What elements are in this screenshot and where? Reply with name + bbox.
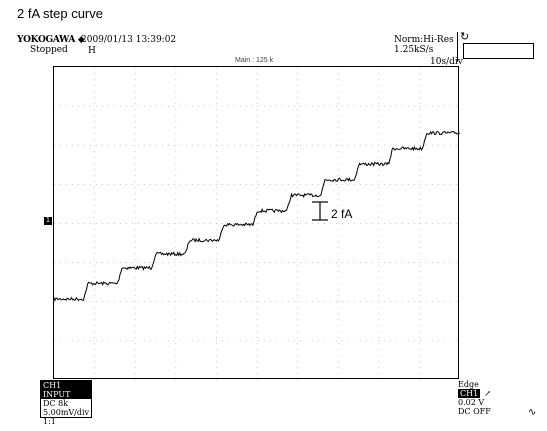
timestamp: 2009/01/13 13:39:02	[81, 35, 177, 45]
step-annotation-label: 2 fA	[331, 207, 352, 221]
trigger-type: Edge	[458, 380, 479, 389]
run-state: Stopped	[30, 45, 68, 55]
rotate-icon[interactable]: ↻	[460, 31, 470, 43]
channel-info-panel[interactable]: CH1 INPUT DC 8k 5.00mV/div 1:1	[40, 380, 92, 426]
step-annotation-marker	[312, 201, 328, 221]
channel-probe: 1:1	[43, 417, 56, 426]
trigger-source: CH1	[458, 389, 481, 398]
channel-coupling: DC 8k	[43, 399, 69, 408]
coupling-wave-icon: ∿	[528, 407, 537, 418]
zoom-label: Main : 125 k	[235, 57, 274, 64]
timebase: 10s/div	[430, 57, 463, 67]
channel-offset-marker[interactable]: 1	[44, 217, 52, 225]
brand-logo: YOKOGAWA ◆	[17, 35, 85, 45]
trigger-position-marker: H	[88, 46, 96, 56]
graticule-grid	[54, 67, 460, 380]
trigger-filter: DC OFF	[458, 407, 491, 416]
channel-scale: 5.00mV/div	[43, 408, 90, 417]
trigger-level: 0.02 V	[458, 398, 485, 407]
waveform-svg: 2 fA	[54, 67, 460, 380]
trigger-slope-icon: ↗	[484, 389, 491, 398]
value-input-box[interactable]	[463, 43, 534, 59]
acquisition-mode: Norm:Hi-Res	[394, 35, 454, 45]
page-title: 2 fA step curve	[17, 6, 103, 21]
waveform-trace	[54, 130, 460, 302]
trigger-info-panel[interactable]: Edge CH1 ↗ 0.02 V DC OFF	[458, 380, 538, 420]
channel-header: CH1 INPUT	[41, 381, 91, 399]
sample-rate: 1.25kS/s	[394, 45, 434, 55]
header-divider	[457, 32, 458, 62]
waveform-display[interactable]: 2 fA	[53, 66, 460, 380]
